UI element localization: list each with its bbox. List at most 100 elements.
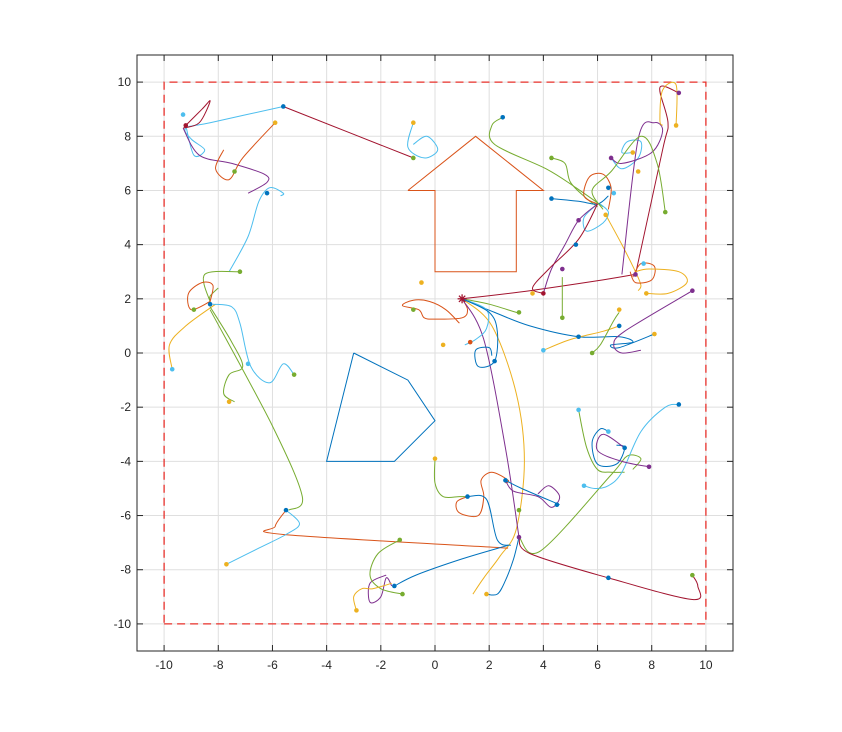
endpoint-dot	[503, 478, 508, 483]
trajectory-line-29	[613, 290, 693, 354]
endpoint-dot	[191, 307, 197, 312]
boundary-rectangle	[163, 81, 707, 625]
trajectory-line-57	[595, 433, 650, 468]
trajectory-line-40	[263, 509, 509, 549]
trajectory-line-6	[462, 273, 636, 300]
endpoint-dot	[291, 372, 297, 377]
endpoint-dot	[280, 104, 286, 109]
endpoint-dot	[541, 291, 546, 296]
trajectory-line-39	[209, 309, 304, 511]
x-tick-label: 10	[699, 658, 713, 672]
y-axis-ticks: -10 -8 -6 -4 -2 0 2 4 6 8 10	[114, 75, 733, 631]
trajectory-line-50	[505, 479, 560, 506]
trajectory-line-2	[461, 298, 525, 595]
trajectory-line-9	[184, 106, 284, 157]
obstacle-arrow	[407, 135, 545, 273]
y-tick-label: -10	[114, 617, 132, 631]
trajectory-line-1	[401, 298, 469, 324]
endpoint-dot	[589, 350, 595, 356]
trajectory-line-47	[433, 458, 468, 499]
trajectory-line-37	[212, 303, 295, 384]
endpoint-dot	[169, 366, 175, 372]
endpoint-dot	[183, 123, 189, 128]
endpoint-dot	[419, 280, 424, 285]
start-layer	[457, 294, 467, 304]
trajectory-line-54	[578, 409, 625, 473]
endpoint-dot	[635, 169, 641, 174]
trajectory-line-23	[610, 121, 664, 275]
endpoint-dot	[432, 456, 438, 461]
trajectory-line-12	[215, 122, 276, 181]
x-tick-label: 0	[432, 658, 439, 672]
endpoint-dot	[516, 310, 522, 315]
endpoint-dot	[467, 339, 473, 345]
trajectory-line-7	[461, 298, 499, 368]
trajectory-line-14	[488, 116, 604, 208]
trajectory-line-24	[635, 85, 679, 275]
endpoint-dot	[411, 120, 416, 126]
endpoint-dot	[662, 209, 668, 215]
trajectory-line-43	[367, 574, 393, 604]
endpoint-dot	[224, 562, 229, 567]
y-tick-label: 4	[124, 238, 131, 252]
endpoint-dot	[465, 494, 470, 499]
trajectory-line-25	[659, 81, 678, 126]
x-tick-label: -6	[267, 658, 278, 672]
endpoint-dot	[549, 155, 554, 161]
endpoint-dot	[644, 291, 649, 296]
x-tick-label: -8	[213, 658, 224, 672]
endpoint-dot	[400, 591, 405, 597]
trajectory-line-15	[551, 157, 598, 208]
endpoint-dot	[611, 190, 617, 196]
y-tick-label: -2	[120, 400, 131, 414]
endpoint-dot	[232, 169, 237, 174]
endpoint-dot	[237, 269, 243, 275]
endpoint-dot	[603, 212, 608, 218]
start-marker-stroke	[458, 295, 466, 303]
y-tick-label: 6	[124, 183, 131, 197]
trajectory-line-26	[591, 135, 666, 213]
endpoint-dot	[673, 123, 679, 128]
series-layer	[168, 81, 702, 611]
endpoint-dot	[283, 507, 289, 513]
endpoints-layer	[169, 90, 695, 613]
x-tick-label: -10	[155, 658, 173, 672]
endpoint-dot	[392, 583, 397, 589]
endpoint-dot	[484, 591, 489, 597]
endpoint-dot	[272, 120, 278, 126]
y-tick-label: 0	[124, 346, 131, 360]
endpoint-dot	[245, 361, 251, 367]
endpoint-dot	[440, 342, 446, 348]
x-tick-label: -4	[321, 658, 332, 672]
endpoint-dot	[616, 323, 622, 329]
endpoint-dot	[411, 155, 416, 161]
endpoint-dot	[492, 358, 497, 364]
endpoint-dot	[676, 90, 682, 96]
trajectory-line-8	[283, 106, 414, 159]
endpoint-dot	[616, 307, 622, 312]
trajectory-line-33	[228, 187, 285, 272]
y-tick-label: -6	[120, 509, 131, 523]
trajectory-line-22	[610, 139, 643, 170]
endpoint-dot	[630, 150, 636, 155]
endpoint-dot	[264, 190, 270, 196]
endpoint-dot	[560, 315, 565, 321]
x-tick-label: 4	[540, 658, 547, 672]
trajectory-line-28	[635, 268, 688, 295]
trajectory-line-53	[486, 537, 520, 596]
trajectory-line-51	[518, 454, 642, 554]
endpoint-dot	[207, 301, 213, 307]
obstacles	[325, 135, 545, 462]
endpoint-dot	[560, 266, 565, 272]
endpoint-dot	[554, 502, 560, 508]
endpoint-dot	[180, 112, 186, 117]
trajectory-line-49	[504, 479, 561, 508]
trajectory-line-30	[543, 325, 620, 351]
y-tick-label: 8	[124, 129, 131, 143]
y-tick-label: 2	[124, 292, 131, 306]
trajectory-line-17	[583, 172, 612, 210]
trajectory-line-3	[461, 298, 520, 538]
x-tick-label: 8	[648, 658, 655, 672]
trajectory-line-20	[532, 203, 598, 294]
trajectory-line-31	[591, 312, 620, 354]
